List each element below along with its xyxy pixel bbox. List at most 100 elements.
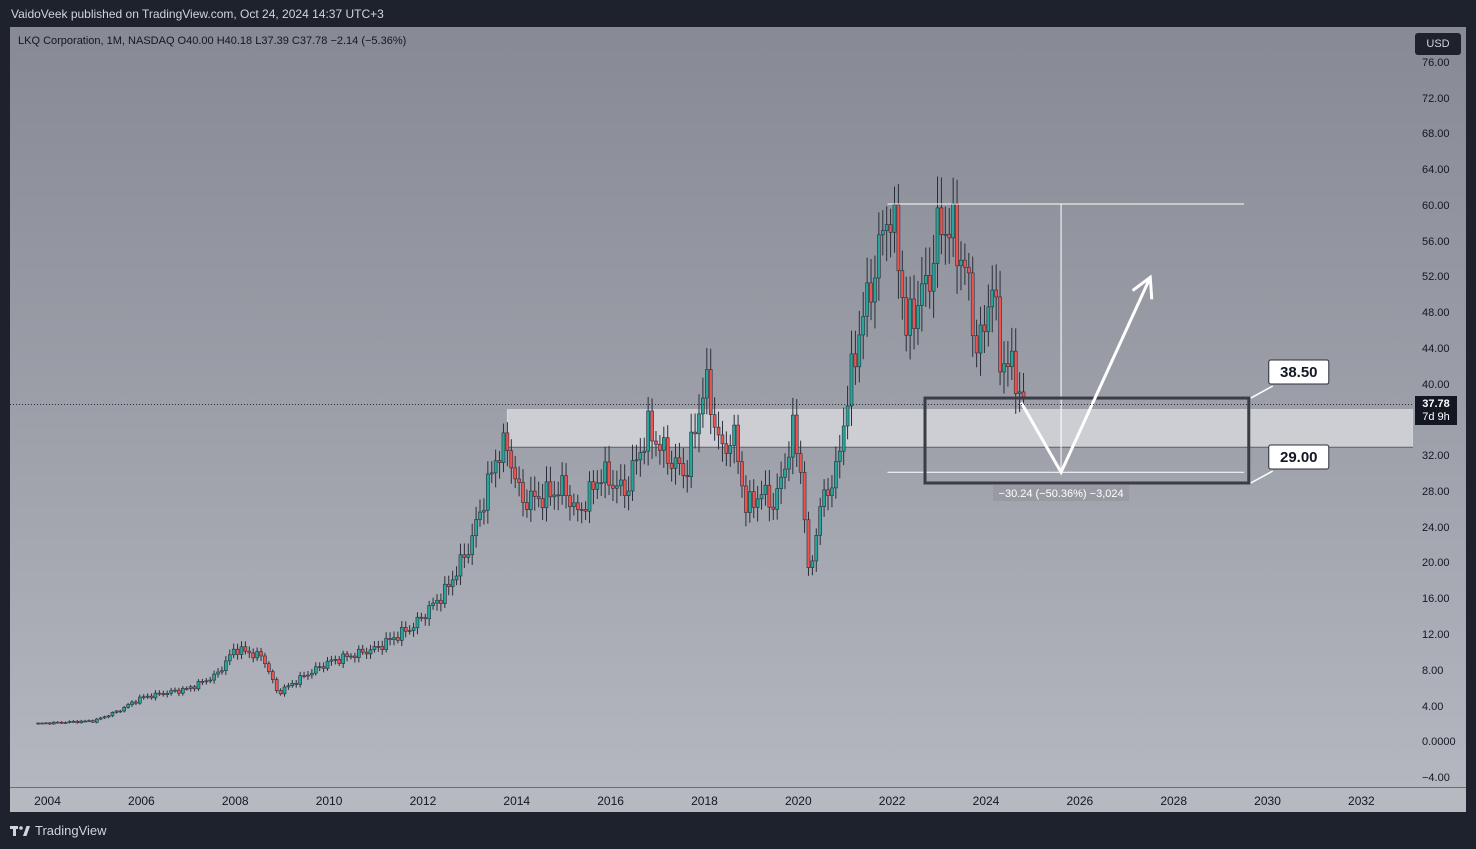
tradingview-logo-icon — [10, 825, 30, 836]
price-chart[interactable]: −30.24 (−50.36%) −3,024 38.50 29.00 — [10, 27, 1413, 787]
candle-body — [486, 473, 490, 511]
candle-body — [626, 490, 631, 496]
candle-body — [251, 652, 256, 659]
candle-body — [1017, 391, 1022, 394]
price-tick-label: −4.00 — [1422, 772, 1450, 785]
chart-panel[interactable]: −30.24 (−50.36%) −3,024 38.50 29.00 LKQ Co… — [10, 27, 1413, 787]
candle-body — [169, 690, 173, 694]
price-tick-label: 8.00 — [1422, 664, 1444, 677]
candle-body — [403, 627, 408, 632]
candle-body — [794, 414, 799, 454]
candle-body — [423, 617, 428, 620]
candle-body — [818, 506, 823, 536]
candle-body — [67, 721, 72, 723]
projection-path — [1019, 276, 1152, 476]
candle-body — [313, 666, 318, 674]
label-upper-pointer — [1250, 385, 1274, 399]
candle-body — [966, 266, 971, 274]
price-tick-label: 32.00 — [1422, 450, 1450, 463]
time-tick-label: 2020 — [784, 794, 812, 808]
candle-body — [321, 666, 326, 669]
price-tick-label: 12.00 — [1422, 629, 1450, 641]
price-scale[interactable]: USD 76.00 72.00 68.00 64.00 60.00 56.00 52.00 4… — [1413, 27, 1466, 787]
candle-body — [990, 289, 995, 308]
candle-body — [877, 234, 881, 279]
symbol-legend: LKQ Corporation, 1M, NASDAQ O40.00 H40.1… — [18, 35, 407, 47]
candle-body — [802, 471, 807, 521]
candle-body — [48, 722, 52, 725]
candle-body — [267, 663, 271, 672]
candle-body — [1006, 363, 1010, 368]
candle-body — [564, 475, 568, 496]
candle-body — [419, 616, 424, 619]
candle-body — [263, 655, 267, 665]
candle-body — [134, 701, 138, 704]
candle-body — [943, 233, 948, 236]
candle-body — [587, 481, 592, 512]
candle-body — [118, 710, 123, 713]
candle-body — [40, 722, 44, 725]
candle-body — [462, 554, 467, 558]
bar-countdown: 7d 9h — [1422, 411, 1450, 424]
candle-body — [677, 457, 682, 464]
candle-body — [83, 720, 87, 723]
candle-body — [935, 207, 940, 264]
candle-body — [740, 461, 744, 487]
price-tick-label: 24.00 — [1422, 521, 1450, 534]
axis-corner — [1413, 787, 1466, 813]
candle-body — [161, 693, 166, 695]
candle-body — [302, 675, 306, 678]
candle-body — [427, 605, 431, 620]
price-tick-label: 60.00 — [1422, 199, 1450, 212]
candle-body — [806, 519, 811, 569]
price-tick-label: 44.00 — [1422, 342, 1450, 355]
candle-body — [482, 509, 486, 513]
candle-body — [450, 579, 455, 587]
candle-body — [642, 450, 647, 453]
candle-body — [912, 298, 916, 329]
candle-body — [904, 297, 909, 336]
candle-body — [360, 648, 365, 653]
candle-body — [548, 481, 553, 498]
candle-body — [618, 479, 623, 487]
time-tick-label: 2014 — [503, 794, 531, 808]
candle-body — [63, 722, 68, 724]
time-axis[interactable]: 2004 2006 2008 2010 2012 2014 2016 2018 2020 2022… — [10, 787, 1413, 813]
candle-body — [145, 695, 150, 698]
candle-body — [372, 646, 377, 651]
candle-body — [353, 655, 357, 658]
price-tick-label: 0.0000 — [1422, 736, 1456, 749]
candle-body — [974, 335, 979, 354]
candle-body — [501, 432, 506, 463]
candle-body — [227, 654, 232, 662]
candle-body — [529, 490, 533, 510]
candle-body — [126, 704, 130, 708]
candle-body — [978, 324, 983, 354]
time-tick-label: 2026 — [1066, 794, 1094, 808]
candle-body — [294, 682, 299, 685]
candle-body — [44, 722, 48, 725]
time-tick-label: 2018 — [691, 794, 718, 808]
candle-body — [525, 502, 529, 510]
candle-body — [720, 434, 725, 445]
candle-body — [994, 289, 998, 298]
candle-body — [884, 224, 889, 231]
candle-body — [177, 689, 181, 694]
candle-body — [830, 487, 834, 496]
candle-body — [622, 479, 627, 496]
publish-bar: VaidoVeek published on TradingView.com, … — [0, 0, 1476, 27]
tradingview-brand[interactable]: TradingView — [10, 823, 107, 838]
candle-body — [329, 659, 334, 662]
candle-body — [325, 660, 330, 669]
currency-button[interactable]: USD — [1415, 33, 1461, 55]
candle-body — [873, 277, 877, 303]
candle-body — [853, 353, 858, 368]
candle-body — [939, 207, 944, 236]
candle-body — [763, 484, 768, 495]
candle-body — [896, 204, 901, 272]
candle-body — [188, 686, 193, 689]
candle-body — [607, 461, 611, 486]
candle-body — [400, 627, 404, 641]
time-tick-label: 2004 — [34, 794, 61, 808]
candle-body — [208, 679, 213, 682]
